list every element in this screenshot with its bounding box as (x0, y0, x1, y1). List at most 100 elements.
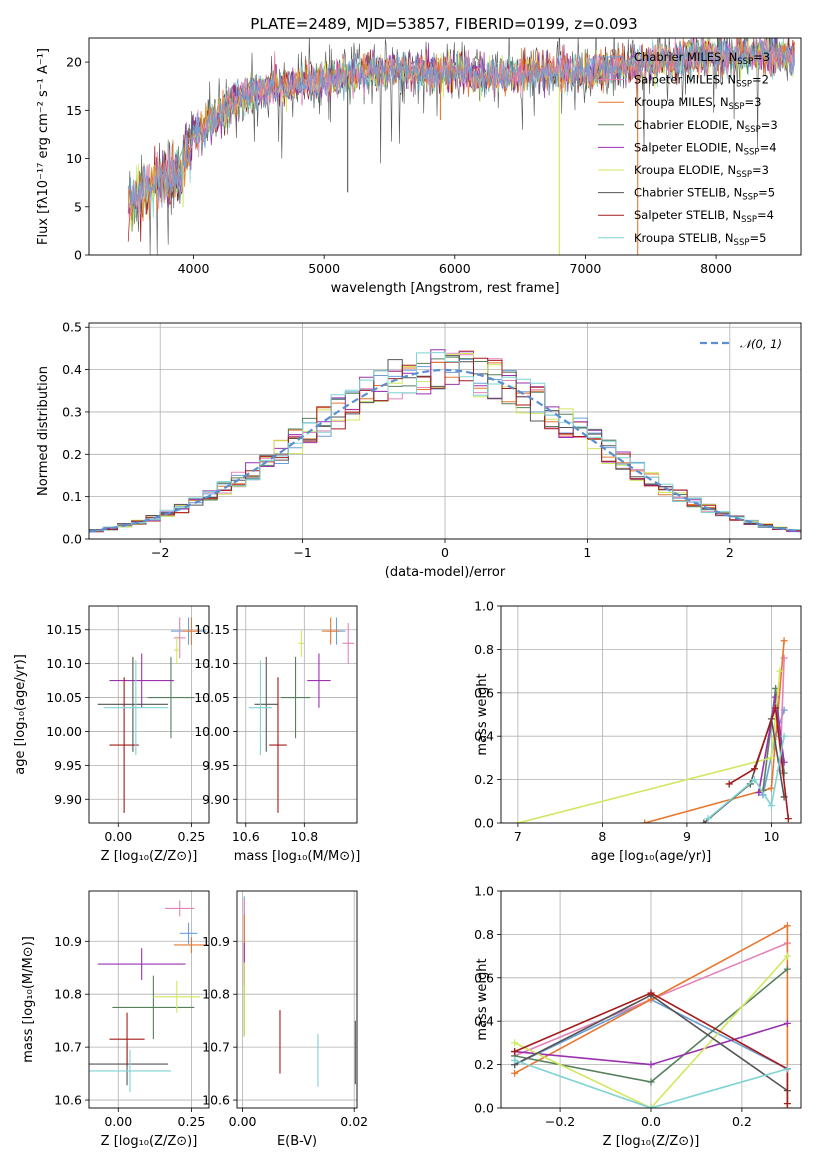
panel-age_vs_mass: 10.6 10.8 9.90 9.95 10.00 10.05 10.10 10.15 mass… (194, 605, 360, 864)
y-tick-label: 10.7 (202, 1040, 230, 1055)
legend-sub: SSP (742, 193, 758, 203)
x-tick-label: 8000 (700, 261, 732, 276)
legend-label-3: Chabrier ELODIE, NSSP=3 (634, 118, 778, 135)
y-tick-label: 0.6 (474, 685, 494, 700)
y-tick-label: 0.4 (474, 729, 494, 744)
axes-frame (236, 890, 358, 1109)
plot-area-age_vs_Z (97, 617, 207, 813)
axes-frame (500, 890, 802, 1109)
y-axis-label: age [log₁₀(age/yr)] (13, 654, 28, 775)
plot-area-massweight_vs_Z (511, 922, 791, 1108)
legend-label-0: Chabrier MILES, NSSP=3 (634, 50, 770, 67)
y-tick-label: 10.00 (46, 724, 82, 739)
panel-age_vs_Z: 0.00 0.25 9.90 9.95 10.00 10.05 10.10 10.15 Z [l… (13, 605, 210, 864)
weight-marker-1 (780, 654, 788, 662)
panel-massweight_vs_Z: −0.2 0.0 0.2 0.0 0.2 0.4 0.6 0.8 1.0 Z [log₁₀(Z/Z… (474, 884, 802, 1149)
x-tick-label: 7 (514, 829, 522, 844)
x-tick-label: 0.00 (104, 829, 132, 844)
legend-eq: =5 (758, 186, 775, 200)
y-tick-label: 0.4 (62, 362, 82, 377)
spectrum-line-8 (127, 38, 795, 219)
weight-marker-8 (783, 1065, 791, 1073)
axes-frame (500, 605, 802, 824)
x-tick-label: −0.2 (545, 1114, 575, 1129)
spectrum-legend: Chabrier MILES, NSSP=3 Salpeter MILES, NS… (598, 50, 778, 248)
panel-mass_vs_Z: 0.00 0.25 10.6 10.7 10.8 10.9 Z [log₁₀(Z/Z⊙)] m… (21, 890, 210, 1149)
legend-eq: =4 (760, 140, 777, 154)
y-tick-label: 20 (66, 55, 82, 70)
x-axis-label: age [log₁₀(age/yr)] (591, 849, 712, 864)
y-axis-label: Flux [fλ10⁻¹⁷ erg cm⁻² s⁻¹ A⁻¹] (36, 48, 51, 245)
x-tick-label: −2 (151, 545, 169, 560)
normal-curve (89, 368, 801, 533)
y-tick-label: 10.8 (54, 987, 82, 1002)
weight-marker-7 (783, 1100, 791, 1108)
x-tick-label: 0 (441, 545, 449, 560)
x-tick-label: 0.2 (732, 1114, 752, 1129)
y-tick-label: 10.6 (202, 1093, 230, 1108)
x-tick-label: 10 (763, 829, 779, 844)
y-axis-label: mass weight (475, 958, 490, 1040)
y-axis-label: mass [log₁₀(M/M⊙)] (21, 936, 36, 1063)
plot-area-residuals (89, 349, 801, 533)
x-tick-label: 1 (583, 545, 591, 560)
y-axis-label: Normed distribution (36, 366, 51, 496)
weight-marker-5 (783, 952, 791, 960)
y-tick-label: 0.2 (62, 447, 82, 462)
x-tick-label: 0.25 (178, 829, 206, 844)
y-tick-label: 10.00 (194, 724, 230, 739)
plot-area-age_vs_mass (248, 617, 355, 813)
axes-frame (88, 890, 210, 1109)
weight-marker-5 (514, 819, 522, 823)
weight-marker-7 (725, 780, 733, 788)
legend-label-4: Salpeter ELODIE, NSSP=4 (634, 140, 777, 157)
y-tick-label: 1.0 (474, 884, 494, 899)
x-tick-label: 0.00 (229, 1114, 257, 1129)
y-tick-label: 10.15 (46, 622, 82, 637)
weight-marker-7 (772, 704, 780, 712)
weight-marker-7 (511, 1048, 519, 1056)
y-tick-label: 0.4 (474, 1014, 494, 1029)
y-tick-label: 10.9 (54, 934, 82, 949)
x-tick-label: −1 (293, 545, 311, 560)
x-tick-label: 0.02 (340, 1114, 368, 1129)
normal-legend-label: 𝒩(0, 1) (740, 337, 782, 351)
legend-sub: SSP (741, 215, 757, 225)
weight-marker-8 (511, 1056, 519, 1064)
weight-line-7 (728, 707, 790, 819)
weight-marker-7 (647, 989, 655, 997)
y-tick-label: 10.9 (202, 934, 230, 949)
x-tick-label: 10.8 (290, 829, 318, 844)
weight-marker-5 (511, 1039, 519, 1047)
plot-area-mass_vs_Z (89, 900, 209, 1093)
x-tick-label: 10.6 (232, 829, 260, 844)
legend-sub: SSP (736, 80, 752, 90)
y-tick-label: 0.2 (474, 1057, 494, 1072)
y-tick-label: 0.6 (474, 970, 494, 985)
x-axis-label: Z [log₁₀(Z/Z⊙)] (101, 1134, 198, 1149)
legend-eq: =5 (749, 231, 766, 245)
y-tick-label: 1.0 (474, 599, 494, 614)
y-tick-label: 10.10 (46, 656, 82, 671)
y-tick-label: 10 (66, 151, 82, 166)
y-tick-label: 9.90 (54, 792, 82, 807)
x-tick-label: 5000 (308, 261, 340, 276)
y-tick-label: 15 (66, 103, 82, 118)
x-axis-label: wavelength [Angstrom, rest frame] (331, 281, 560, 296)
panel-massweight_vs_age: 7 8 9 10 0.0 0.2 0.4 0.6 0.8 1.0 age [log₁₀(age/yr… (474, 599, 802, 864)
legend-eq: =3 (752, 163, 769, 177)
weight-marker-8 (767, 802, 775, 810)
y-tick-label: 9.95 (202, 758, 230, 773)
axes-frame (236, 605, 358, 824)
legend-label-7: Salpeter STELIB, NSSP=4 (634, 208, 774, 225)
plot-area-spectrum (127, 38, 795, 255)
legend-sub: SSP (745, 125, 761, 135)
y-tick-label: 0.5 (62, 320, 82, 335)
weight-line-8 (514, 1059, 788, 1108)
y-tick-label: 10.10 (194, 656, 230, 671)
y-tick-label: 9.95 (54, 758, 82, 773)
figure-title: PLATE=2489, MJD=53857, FIBERID=0199, z=0… (250, 15, 637, 33)
y-tick-label: 5 (74, 199, 82, 214)
legend-label-6: Chabrier STELIB, NSSP=5 (634, 186, 775, 203)
